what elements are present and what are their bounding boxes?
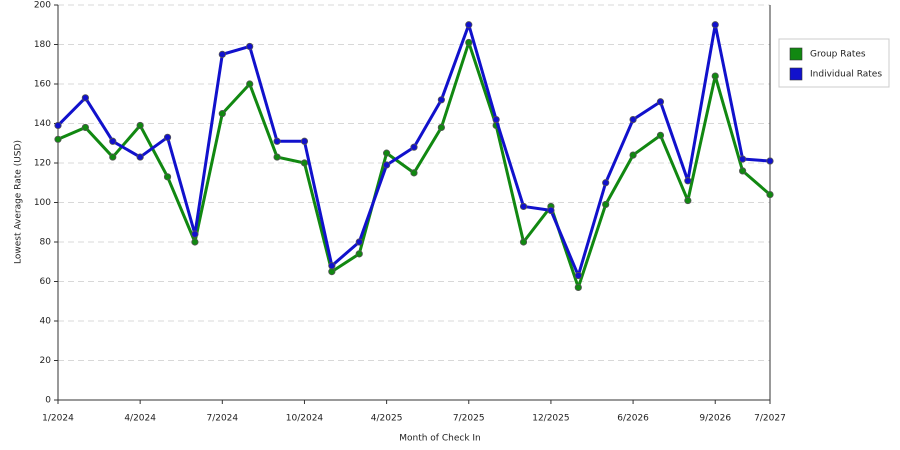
x-tick-label: 4/2025 [371,414,403,424]
x-tick-label: 1/2024 [42,414,74,424]
point [218,50,226,58]
point [574,283,582,292]
y-tick-label: 200 [34,1,51,11]
point [711,72,719,80]
series-line [57,41,771,289]
point [465,21,473,29]
point [465,38,473,47]
y-tick-label: 60 [40,277,52,287]
point [547,206,555,214]
point [355,238,363,246]
point [739,155,747,163]
y-tick-label: 100 [34,198,51,208]
point [574,271,582,280]
point [54,135,62,143]
legend-swatch [789,67,803,81]
point [602,200,610,209]
point [766,191,774,199]
point [300,159,309,167]
point [519,202,528,211]
point [656,131,665,139]
point [54,121,62,130]
point [519,238,528,246]
point [246,42,254,51]
point [410,143,418,151]
point [163,133,172,141]
point [766,157,774,165]
point [328,268,336,276]
point [602,179,610,187]
point [739,167,747,175]
y-tick-label: 40 [40,317,52,327]
point [136,153,144,161]
x-tick-label: 10/2024 [286,414,324,424]
point [437,123,445,132]
point [629,151,637,159]
y-tick-label: 180 [34,40,51,50]
point [711,21,719,29]
x-tick-label: 7/2027 [754,414,786,424]
point [437,96,445,104]
x-tick-label: 6/2026 [617,414,649,424]
point [383,161,391,169]
legend-label: Individual Rates [810,70,882,80]
point [273,153,281,161]
legend-label: Group Rates [810,50,866,60]
point [191,238,199,246]
point [273,137,281,145]
point [492,115,500,124]
point [136,121,144,130]
point [355,250,363,258]
y-tick-label: 160 [34,80,51,90]
y-tick-label: 0 [45,396,51,406]
x-axis-label: Month of Check In [399,434,481,444]
y-axis-label: Lowest Average Rate (USD) [14,140,24,264]
point [656,98,665,106]
point [81,94,89,102]
point [191,230,199,238]
y-tick-label: 140 [34,119,51,129]
point [684,177,692,185]
point [383,149,391,157]
point [629,115,637,124]
y-tick-label: 120 [34,159,51,169]
point [109,137,117,145]
legend-swatch [789,47,803,61]
x-tick-label: 9/2026 [699,414,731,424]
point [163,173,172,181]
point [684,196,692,205]
y-tick-label: 20 [40,356,52,366]
x-tick-label: 12/2025 [532,414,569,424]
y-tick-label: 80 [40,238,52,248]
point [81,123,89,132]
point [218,110,226,118]
point [246,80,254,88]
point [109,153,117,161]
point [300,137,309,145]
point [410,169,418,177]
point [328,262,336,270]
x-tick-label: 7/2025 [453,414,485,424]
x-tick-label: 7/2024 [206,414,238,424]
x-tick-label: 4/2024 [124,414,156,424]
